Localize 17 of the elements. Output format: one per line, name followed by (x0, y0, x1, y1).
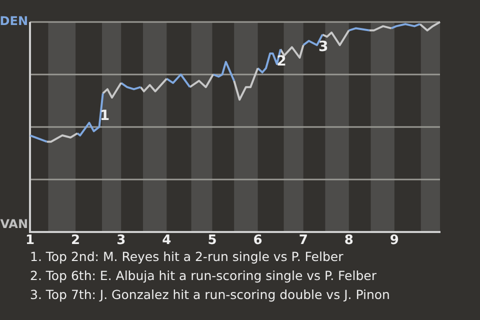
x-tick-label: 4 (162, 233, 172, 248)
x-tick-label: 5 (208, 233, 217, 248)
annotation: 3 (318, 38, 328, 55)
x-tick-label: 3 (116, 233, 126, 248)
text: DEN (0, 14, 28, 28)
x-tick-label: 7 (298, 233, 308, 248)
annotation: 2 (276, 54, 286, 70)
x-tick-label: 8 (344, 233, 354, 248)
x-tick-label: 9 (390, 233, 399, 248)
text: 1. Top 2nd: M. Reyes hit a 2-run single vs P. Felber (30, 248, 344, 266)
text: 2. Top 6th: E. Albuja hit a run-scoring single vs P. Felber (30, 267, 378, 285)
x-tick-label: 2 (71, 233, 80, 248)
text: VAN (0, 217, 28, 232)
x-tick-label: 1 (25, 233, 35, 248)
text: 3. Top 7th: J. Gonzalez hit a run-scoring double vs J. Pinon (30, 286, 391, 304)
annotation: 1 (100, 108, 110, 124)
x-tick-label: 6 (253, 233, 262, 248)
